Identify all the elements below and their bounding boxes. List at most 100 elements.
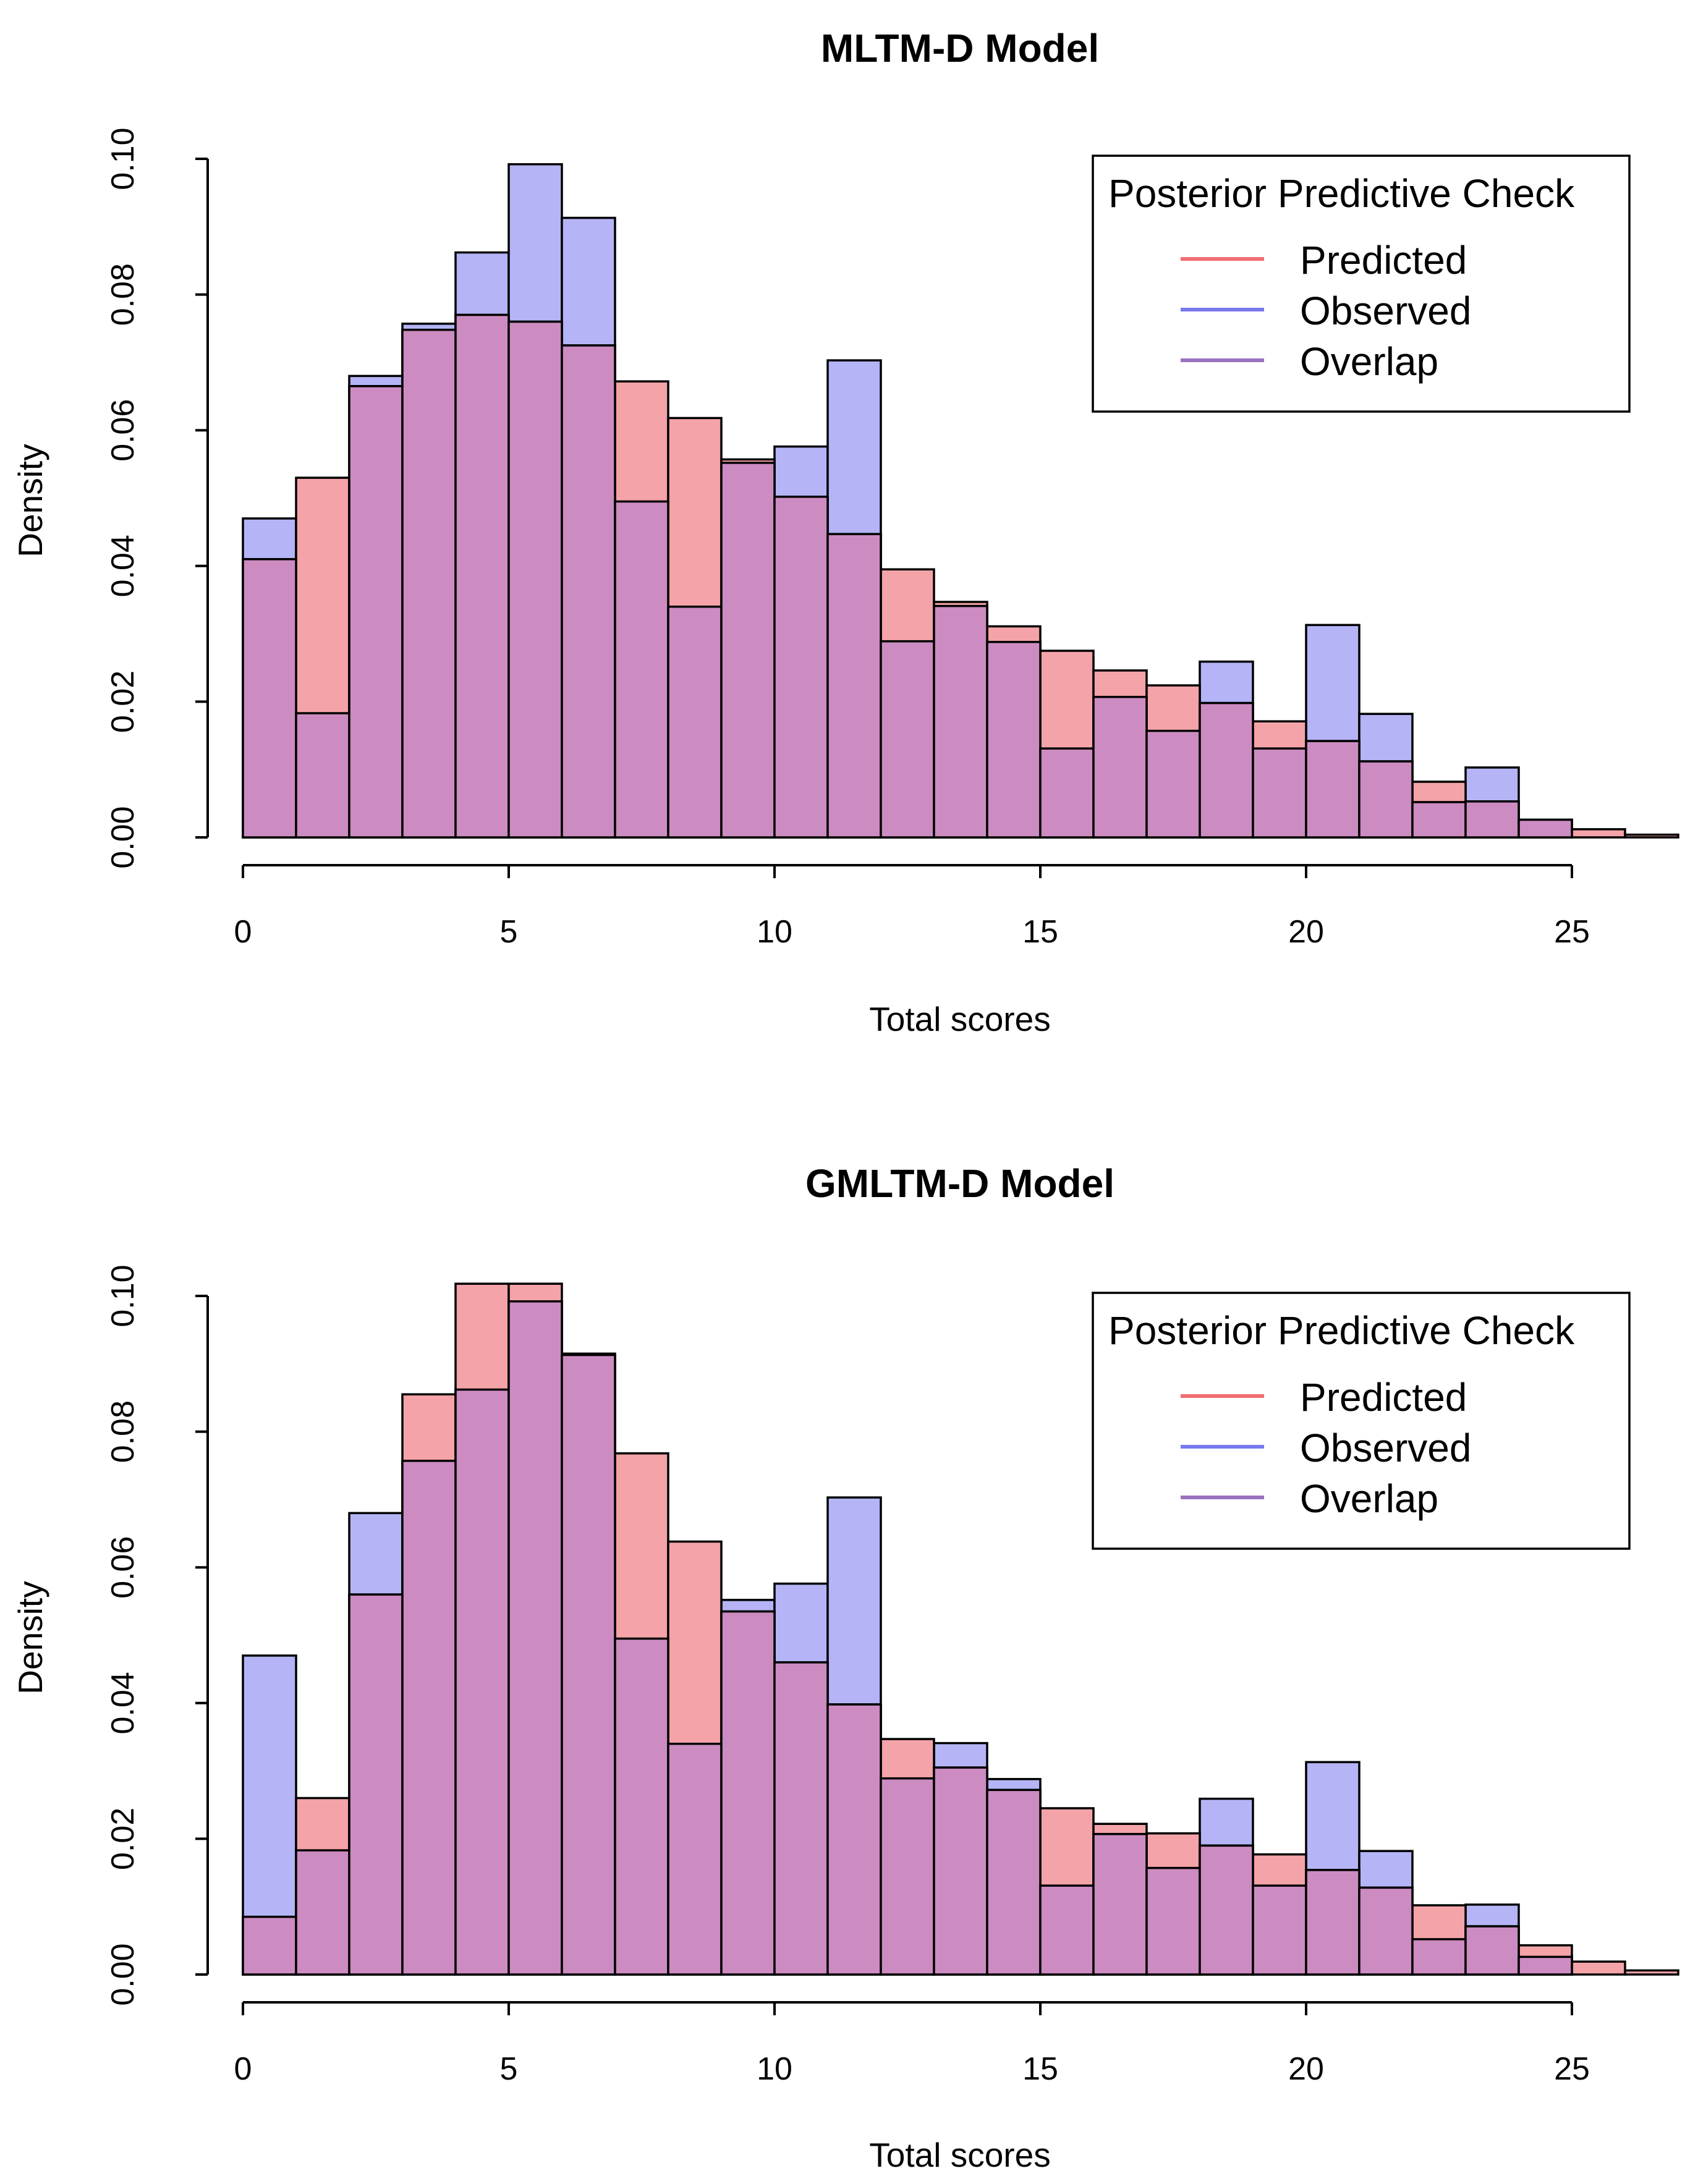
x-tick-label-0: 0 — [234, 914, 252, 950]
overlap-bar-4 — [454, 1388, 510, 1976]
y-tick-label-0.04: 0.04 — [105, 535, 141, 597]
x-tick-label-25: 25 — [1554, 914, 1590, 950]
overlap-bar-9 — [720, 1610, 776, 1976]
x-tick-label-10: 10 — [757, 914, 792, 950]
overlap-bar-10 — [773, 496, 829, 839]
overlap-bar-8 — [667, 605, 723, 839]
overlap-bar-2 — [348, 385, 404, 839]
x-tick-label-15: 15 — [1022, 2051, 1058, 2087]
overlap-bar-9 — [720, 462, 776, 839]
overlap-bar-11 — [826, 533, 882, 839]
predicted-bar-25 — [1571, 828, 1626, 839]
x-axis-label: Total scores — [869, 2136, 1050, 2174]
overlap-bar-13 — [933, 604, 988, 839]
overlap-bar-2 — [348, 1593, 404, 1976]
y-tick-label-0.10: 0.10 — [105, 1264, 141, 1327]
legend: Posterior Predictive Check Predicted Obs… — [1092, 1292, 1631, 1550]
legend-label-predicted: Predicted — [1300, 238, 1467, 282]
overlap-bar-15 — [1039, 747, 1095, 839]
histogram-bars — [242, 1282, 1679, 1976]
legend: Posterior Predictive Check Predicted Obs… — [1092, 154, 1631, 413]
overlap-bar-5 — [507, 320, 563, 839]
y-tick-label-0.08: 0.08 — [105, 1400, 141, 1463]
overlap-bar-23 — [1464, 800, 1520, 839]
x-tick-label-20: 20 — [1288, 914, 1324, 950]
x-tick-label-10: 10 — [757, 2051, 792, 2087]
y-tick-label-0.10: 0.10 — [105, 127, 141, 190]
legend-label-overlap: Overlap — [1300, 339, 1438, 384]
y-tick-label-0.06: 0.06 — [105, 399, 141, 462]
overlap-bar-5 — [507, 1300, 563, 1976]
legend-label-observed: Observed — [1300, 1426, 1471, 1470]
chart-panel-mltm-d: MLTM-D Model 0 5 10 15 20 25 0.00 0.02 0.04 0.06… — [11, 26, 1679, 1038]
overlap-bar-6 — [561, 1353, 616, 1976]
chart-panel-gmltm-d: GMLTM-D Model 0 5 10 15 20 25 0.000.020.040.0… — [11, 1161, 1679, 2174]
overlap-bar-3 — [401, 328, 457, 839]
x-axis: 0 5 10 15 20 25 — [234, 2001, 1590, 2087]
y-tick-label-0.02: 0.02 — [105, 671, 141, 733]
predicted-bar-26 — [1624, 1969, 1679, 1976]
overlap-bar-21 — [1358, 1886, 1414, 1976]
overlap-bar-16 — [1092, 695, 1148, 839]
chart-title: GMLTM-D Model — [805, 1161, 1114, 1206]
chart-title: MLTM-D Model — [821, 26, 1099, 70]
overlap-bar-24 — [1518, 1955, 1573, 1976]
overlap-bar-20 — [1305, 740, 1361, 839]
overlap-bar-6 — [561, 344, 616, 839]
x-tick-label-15: 15 — [1022, 914, 1058, 950]
overlap-bar-0 — [242, 1915, 297, 1976]
overlap-bar-18 — [1199, 1844, 1254, 1976]
y-axis-label: Density — [11, 1581, 49, 1695]
y-axis: 0.00 0.02 0.04 0.06 0.08 0.10 — [105, 127, 209, 869]
y-axis-label: Density — [11, 444, 49, 557]
y-tick-label-0.06: 0.06 — [105, 1536, 141, 1599]
overlap-bar-18 — [1199, 701, 1254, 839]
overlap-bar-15 — [1039, 1884, 1095, 1976]
overlap-bar-22 — [1411, 801, 1467, 839]
overlap-bar-11 — [826, 1703, 882, 1976]
overlap-bar-1 — [295, 1849, 350, 1976]
overlap-bar-17 — [1145, 1866, 1201, 1976]
legend-label-predicted: Predicted — [1300, 1375, 1467, 1420]
overlap-bar-0 — [242, 558, 297, 839]
x-axis: 0 5 10 15 20 25 — [234, 864, 1590, 950]
legend-label-overlap: Overlap — [1300, 1476, 1438, 1521]
overlap-bar-4 — [454, 313, 510, 839]
overlap-bar-8 — [667, 1742, 723, 1976]
overlap-bar-19 — [1252, 1884, 1307, 1976]
overlap-bar-7 — [614, 500, 669, 839]
overlap-bar-21 — [1358, 760, 1414, 839]
y-tick-label-0.02: 0.02 — [105, 1808, 141, 1870]
overlap-bar-17 — [1145, 729, 1201, 839]
overlap-bar-24 — [1518, 818, 1573, 839]
y-tick-label-0.08: 0.08 — [105, 263, 141, 326]
overlap-bar-13 — [933, 1766, 988, 1976]
predicted-bar-26 — [1624, 833, 1679, 839]
histogram-bars — [242, 163, 1679, 839]
y-tick-label-0.00: 0.00 — [105, 806, 141, 868]
legend-box — [1092, 1292, 1631, 1550]
overlap-bar-1 — [295, 712, 350, 839]
legend-label-observed: Observed — [1300, 289, 1471, 333]
overlap-bar-12 — [880, 1777, 935, 1976]
overlap-bar-14 — [986, 641, 1042, 839]
x-tick-label-0: 0 — [234, 2051, 252, 2087]
x-tick-label-5: 5 — [500, 914, 518, 950]
overlap-bar-7 — [614, 1637, 669, 1976]
x-tick-label-20: 20 — [1288, 2051, 1324, 2087]
overlap-bar-19 — [1252, 747, 1307, 839]
overlap-bar-22 — [1411, 1938, 1467, 1976]
y-tick-label-0.04: 0.04 — [105, 1672, 141, 1734]
x-tick-label-5: 5 — [500, 2051, 518, 2087]
legend-title: Posterior Predictive Check — [1108, 171, 1575, 216]
overlap-bar-20 — [1305, 1869, 1361, 1976]
overlap-bar-16 — [1092, 1832, 1148, 1976]
predicted-bar-25 — [1571, 1960, 1626, 1976]
x-axis-label: Total scores — [869, 1000, 1050, 1038]
legend-box — [1092, 154, 1631, 413]
y-axis: 0.00 0.02 0.04 0.06 0.08 0.10 — [105, 1264, 209, 2006]
legend-title: Posterior Predictive Check — [1108, 1308, 1575, 1353]
y-tick-label-0.00: 0.00 — [105, 1943, 141, 2005]
overlap-bar-3 — [401, 1460, 457, 1976]
